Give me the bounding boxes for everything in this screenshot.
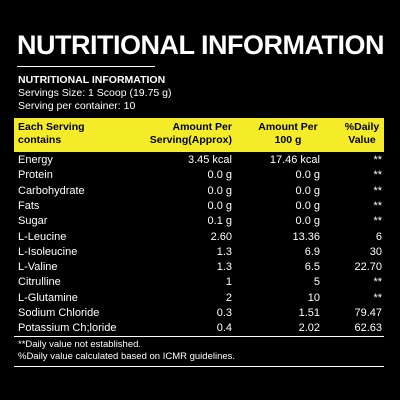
cell: 2.02 [298,322,320,335]
table-header [14,118,384,152]
cell: 1 [225,276,232,289]
info-line: Serving per container: 10 [18,100,136,112]
cell: ** [373,169,382,182]
row-label: Protein [18,169,53,182]
info-heading: NUTRITIONAL INFORMATION [18,74,166,86]
table-rule [14,336,384,337]
column-header: %Daily [344,121,380,133]
column-header: contains [18,134,62,146]
cell: ** [373,184,382,197]
info-line: Servings Size: 1 Scoop (19.75 g) [18,87,172,99]
row-label: Carbohydrate [18,184,85,197]
cell: 22.70 [354,261,382,274]
cell: 5 [313,276,320,289]
cell: ** [373,154,382,166]
cell: 0.4 [216,322,232,335]
footnote: %Daily value calculated based on ICMR gu… [18,351,236,362]
row-label: Potassium Ch;loride [18,322,117,335]
title-rule [17,66,155,67]
cell: 0.1 g [207,215,232,228]
column-header: Each Serving [18,121,85,133]
cell: 62.63 [354,322,382,335]
cell: 0.0 g [207,199,232,212]
cell: 6.5 [304,261,320,274]
cell: 2.60 [210,230,232,243]
cell: 6 [375,230,382,243]
column-header: 100 g [274,134,302,146]
cell: 13.36 [292,230,320,243]
cell: ** [373,215,382,228]
cell: ** [373,199,382,212]
column-header: Value [348,134,376,146]
cell: 0.0 g [207,184,232,197]
cell: 79.47 [354,307,382,319]
row-label: L-Isoleucine [18,245,78,258]
row-label: Sodium Chloride [18,307,100,319]
column-header: Serving(Approx) [149,134,232,146]
cell: 1.3 [216,245,232,258]
footnote: **Daily value not established. [18,339,142,350]
row-label: Energy [18,154,53,166]
title: NUTRITIONAL INFORMATION [17,30,384,60]
column-header: Amount Per [172,121,232,133]
column-header: Amount Per [258,121,318,133]
cell: ** [373,291,382,304]
row-label: Sugar [18,215,48,228]
footer-rule [14,366,384,367]
cell: 0.0 g [295,169,320,182]
cell: 0.0 g [295,215,320,228]
cell: 10 [307,291,320,304]
row-label: Citrulline [18,276,61,289]
cell: 2 [225,291,232,304]
cell: ** [373,276,382,289]
cell: 6.9 [304,245,320,258]
cell: 17.46 kcal [269,154,320,166]
cell: 3.45 kcal [187,154,232,166]
row-label: L-Leucine [18,230,67,243]
cell: 1.51 [298,307,320,319]
cell: 0.0 g [207,169,232,182]
cell: 1.3 [216,261,232,274]
row-label: L-Valine [18,261,58,274]
row-label: Fats [18,199,40,212]
cell: 0.0 g [295,184,320,197]
row-label: L-Glutamine [18,291,78,304]
cell: 0.0 g [295,199,320,212]
cell: 30 [369,245,382,258]
cell: 0.3 [216,307,232,319]
